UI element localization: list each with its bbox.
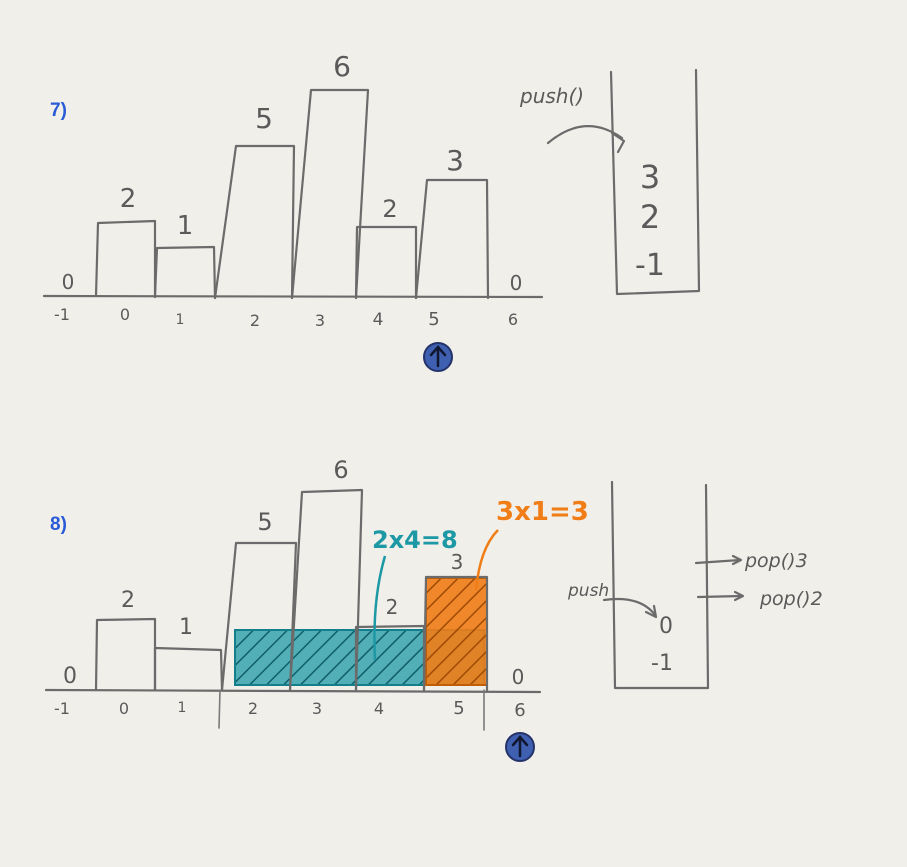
step-7-sentinel-right: 0: [510, 271, 523, 295]
step-8-orange-area-label: 3x1=3: [496, 497, 589, 527]
step-7-index-3: 2: [250, 311, 260, 330]
step-8-height-5: 3: [451, 550, 464, 574]
step-8-pop-arrow-1: [696, 594, 744, 599]
step-8-bar-0: [94, 617, 157, 692]
step-7-height-2: 5: [255, 102, 273, 135]
step-8-orange-area: [425, 577, 488, 686]
step-7-index-4: 3: [315, 311, 325, 330]
step-8-teal-area-label: 2x4=8: [372, 526, 458, 554]
step-8-pop-arrow-0: [694, 558, 742, 565]
step-8-height-0: 2: [121, 588, 135, 613]
step-7-index-1: 0: [120, 305, 130, 324]
step-8-pointer-icon: [505, 732, 535, 762]
step-7-index-7: 6: [508, 310, 518, 329]
step-8-index-2: 1: [178, 700, 187, 716]
step-7-sentinel-left: 0: [62, 270, 75, 294]
step-7-bar-1: [153, 245, 217, 300]
step-8-stack-item-0: 0: [659, 614, 673, 639]
step-8-push-label: push: [567, 581, 609, 601]
step-8-bar-5: [422, 575, 489, 692]
step-7-bar-0: [94, 219, 157, 299]
step-8-index-3: 2: [248, 699, 258, 718]
step-8-pop-label-0: pop()3: [744, 550, 808, 572]
step-7-bar-2: [213, 144, 296, 300]
step-8-index-1: 0: [119, 699, 129, 718]
step-8-index-4: 3: [312, 699, 322, 718]
step-7-push-label: push(): [519, 84, 584, 108]
step-7-index-2: 1: [176, 312, 185, 328]
step-8-index-7: 6: [514, 700, 525, 721]
step-7-height-1: 1: [177, 211, 194, 241]
step-7-stack-item-1: 2: [640, 198, 660, 236]
step-7-bar-5: [414, 178, 490, 300]
step-7-pointer-icon: [423, 342, 453, 372]
step-7-height-0: 2: [120, 184, 137, 214]
step-7-push-arrow: [546, 125, 624, 145]
step-7-stack-outline: [609, 68, 701, 296]
step-8-stack-item-1: -1: [651, 651, 673, 676]
step-7-stack-item-2: -1: [635, 248, 665, 283]
step-8-bar-1: [153, 646, 224, 692]
step-7-bar-3: [290, 88, 370, 300]
step-8-index-5: 4: [374, 699, 384, 718]
step-8-label: 8): [50, 514, 67, 535]
step-7-index-0: -1: [54, 305, 70, 324]
step-8-sentinel-right: 0: [512, 665, 525, 689]
step-8-height-1: 1: [179, 615, 193, 640]
step-8-sentinel-left: 0: [63, 664, 77, 689]
step-7-index-5: 4: [373, 310, 384, 330]
step-8-height-3: 6: [333, 456, 348, 484]
step-8-height-4: 2: [386, 595, 399, 619]
step-7-stack: push() 3 2 -1: [519, 68, 701, 296]
step-7-histogram: 2 1 5 6 2 3 0 0 -1 0 1 2 3 4 5 6: [42, 50, 544, 372]
step-8-bar-3: [288, 488, 364, 692]
step-7-stack-item-0: 3: [640, 158, 660, 196]
step-8-baseline: [44, 688, 542, 694]
step-8-stack: push 0 -1 pop()3 pop()2: [567, 480, 823, 690]
step-7-height-3: 6: [333, 50, 351, 83]
step-7-index-6: 5: [428, 309, 439, 330]
step-8-height-2: 5: [257, 508, 272, 536]
step-8-pop-label-1: pop()2: [759, 588, 823, 610]
step-7-bar-4: [354, 225, 418, 300]
step-8-histogram: 2 1 5 6 2 3 0 0 -1 0 1 2 3 4 5 6 2x4=8 3…: [44, 456, 589, 762]
step-8-push-arrow: [602, 597, 657, 617]
step-8-index-6: 5: [453, 698, 464, 719]
step-7-label: 7): [50, 100, 67, 121]
step-7-height-4: 2: [382, 195, 397, 223]
step-8-bar-2: [220, 541, 298, 692]
step-7-height-5: 3: [446, 144, 464, 177]
step-8-index-0: -1: [54, 699, 70, 718]
step-8-stack-outline: [610, 480, 710, 690]
